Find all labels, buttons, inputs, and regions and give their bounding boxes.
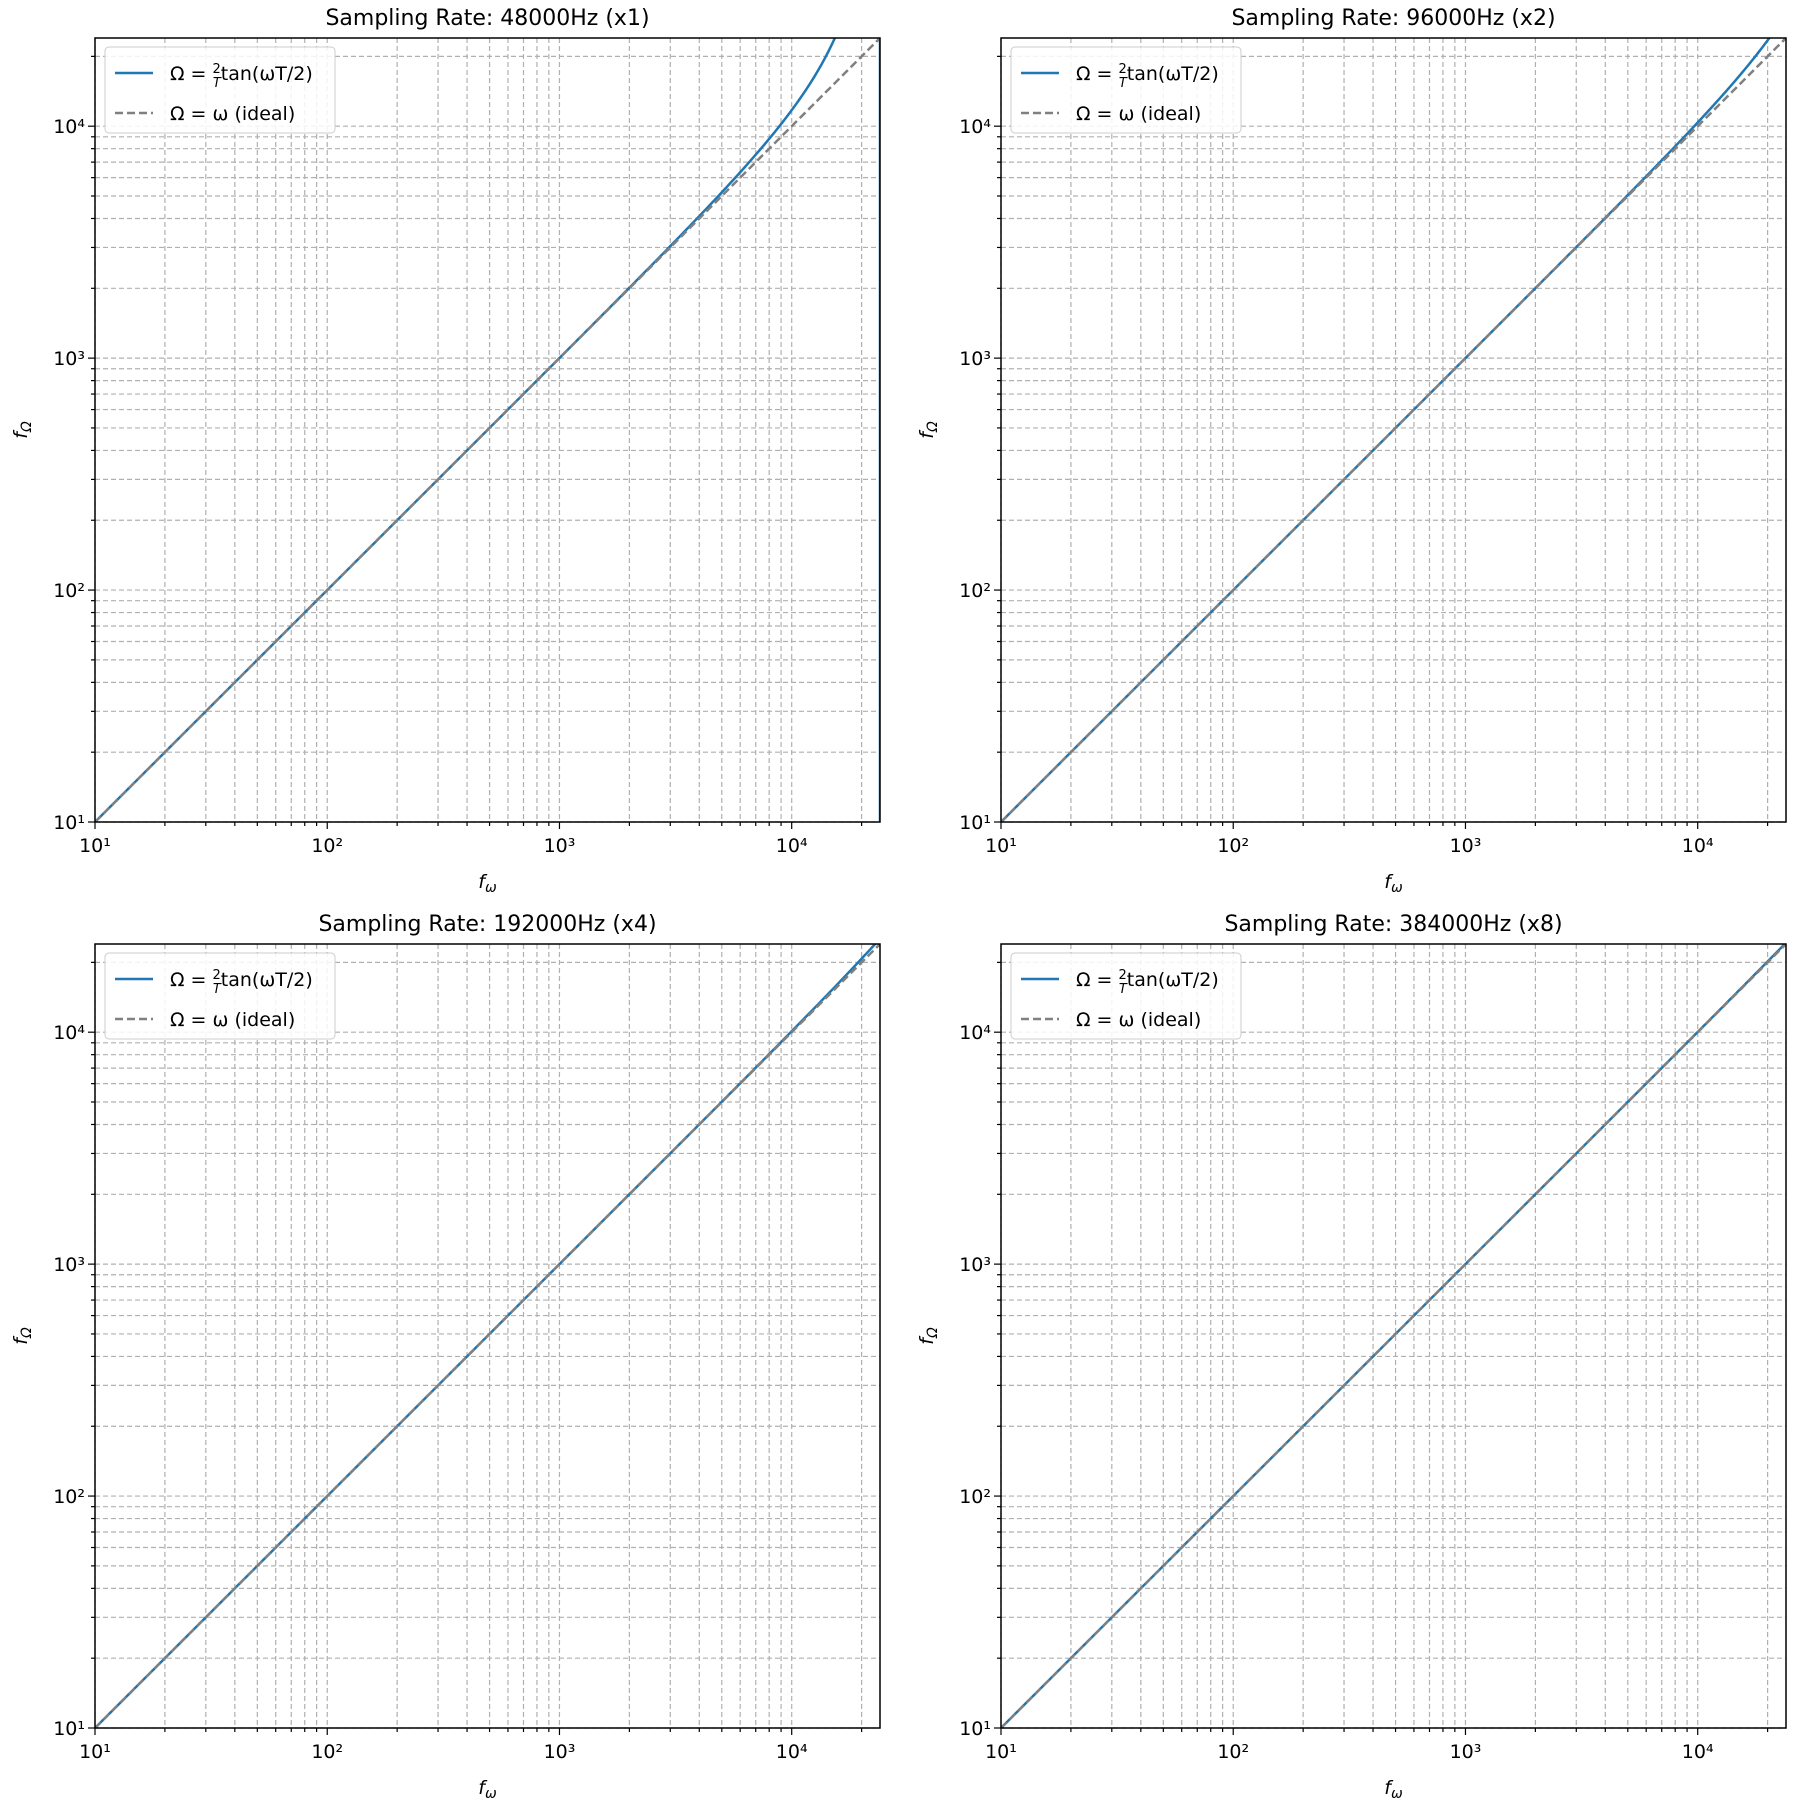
subscript: Ω	[19, 421, 35, 433]
ideal-line	[95, 944, 880, 1728]
y-tick-label: 10¹	[959, 1718, 991, 1740]
y-axis-label: fΩ	[10, 421, 35, 439]
y-tick-label: 10²	[959, 580, 991, 602]
x-tick-label: 10³	[544, 1741, 576, 1763]
x-axis-label: fω	[478, 1777, 497, 1800]
rest: tan(ωT/2)	[1127, 969, 1219, 991]
subscript: ω	[1391, 880, 1403, 896]
y-tick-label: 10²	[53, 580, 85, 602]
subplot-title: Sampling Rate: 192000Hz (x4)	[318, 912, 656, 937]
legend-box	[104, 46, 336, 134]
x-tick-label: 10²	[311, 835, 343, 857]
y-tick-label: 10³	[959, 1254, 991, 1276]
rest: tan(ωT/2)	[221, 969, 313, 991]
x-tick-label: 10⁴	[776, 835, 808, 857]
subscript: ω	[485, 1786, 497, 1800]
fraction: 2	[1119, 62, 1127, 77]
x-tick-label: 10¹	[79, 835, 111, 857]
ideal-line	[1001, 944, 1786, 1728]
fraction: T	[1119, 982, 1128, 997]
fraction: T	[213, 982, 222, 997]
fraction: 2	[213, 62, 221, 77]
y-tick-label: 10³	[53, 1254, 85, 1276]
y-tick-label: 10⁴	[959, 1022, 991, 1044]
x-tick-label: 10⁴	[1682, 1741, 1714, 1763]
x-tick-label: 10⁴	[776, 1741, 808, 1763]
y-tick-label: 10¹	[53, 812, 85, 834]
x-axis-label: fω	[1384, 1777, 1403, 1800]
y-tick-label: 10²	[53, 1486, 85, 1508]
y-tick-label: 10¹	[959, 812, 991, 834]
y-axis-label: fΩ	[10, 1327, 35, 1345]
plot-frame	[94, 943, 881, 1729]
plot-frame	[1000, 37, 1787, 823]
subplot-title: Sampling Rate: 384000Hz (x8)	[1224, 912, 1562, 937]
y-tick-label: 10⁴	[53, 116, 85, 138]
subscript: Ω	[925, 421, 941, 433]
subplot-title: Sampling Rate: 96000Hz (x2)	[1231, 6, 1555, 31]
legend-label-ideal: Ω = ω (ideal)	[1076, 103, 1201, 125]
legend: Ω = 2 Ttan(ωT/2)Ω = ω (ideal)	[104, 46, 336, 134]
x-tick-label: 10²	[1217, 1741, 1249, 1763]
legend-box	[1010, 952, 1242, 1040]
x-axis-label: fω	[478, 871, 497, 896]
fraction: T	[213, 76, 222, 91]
x-tick-label: 10²	[1217, 835, 1249, 857]
legend: Ω = 2 Ttan(ωT/2)Ω = ω (ideal)	[1010, 46, 1242, 134]
bilinear-curve	[1001, 38, 1771, 822]
legend: Ω = 2 Ttan(ωT/2)Ω = ω (ideal)	[104, 952, 336, 1040]
legend-label-ideal: Ω = ω (ideal)	[170, 103, 295, 125]
bilinear-curve	[95, 944, 877, 1728]
x-tick-label: 10³	[544, 835, 576, 857]
subscript: Ω	[19, 1327, 35, 1339]
y-tick-label: 10¹	[53, 1718, 85, 1740]
subscript: Ω	[925, 1327, 941, 1339]
plot-frame	[1000, 943, 1787, 1729]
x-tick-label: 10¹	[985, 835, 1017, 857]
legend-box	[104, 952, 336, 1040]
legend-label-ideal: Ω = ω (ideal)	[1076, 1009, 1201, 1031]
x-tick-label: 10⁴	[1682, 835, 1714, 857]
legend-label-ideal: Ω = ω (ideal)	[170, 1009, 295, 1031]
rest: tan(ωT/2)	[1127, 63, 1219, 85]
legend: Ω = 2 Ttan(ωT/2)Ω = ω (ideal)	[1010, 952, 1242, 1040]
ideal-line	[1001, 38, 1786, 822]
fraction: 2	[1119, 968, 1127, 983]
y-tick-label: 10²	[959, 1486, 991, 1508]
subplot-title: Sampling Rate: 48000Hz (x1)	[325, 6, 649, 31]
fraction: T	[1119, 76, 1128, 91]
x-tick-label: 10³	[1450, 835, 1482, 857]
y-tick-label: 10⁴	[959, 116, 991, 138]
fraction: 2	[213, 968, 221, 983]
y-axis-label: fΩ	[916, 421, 941, 439]
plot-frame	[94, 37, 881, 823]
ideal-line	[95, 38, 880, 822]
x-tick-label: 10³	[1450, 1741, 1482, 1763]
x-tick-label: 10²	[311, 1741, 343, 1763]
y-tick-label: 10⁴	[53, 1022, 85, 1044]
x-axis-label: fω	[1384, 871, 1403, 896]
y-tick-label: 10³	[53, 348, 85, 370]
rest: tan(ωT/2)	[221, 63, 313, 85]
subscript: ω	[1391, 1786, 1403, 1800]
legend-box	[1010, 46, 1242, 134]
x-tick-label: 10¹	[79, 1741, 111, 1763]
y-tick-label: 10³	[959, 348, 991, 370]
y-axis-label: fΩ	[916, 1327, 941, 1345]
subscript: ω	[485, 880, 497, 896]
x-tick-label: 10¹	[985, 1741, 1017, 1763]
